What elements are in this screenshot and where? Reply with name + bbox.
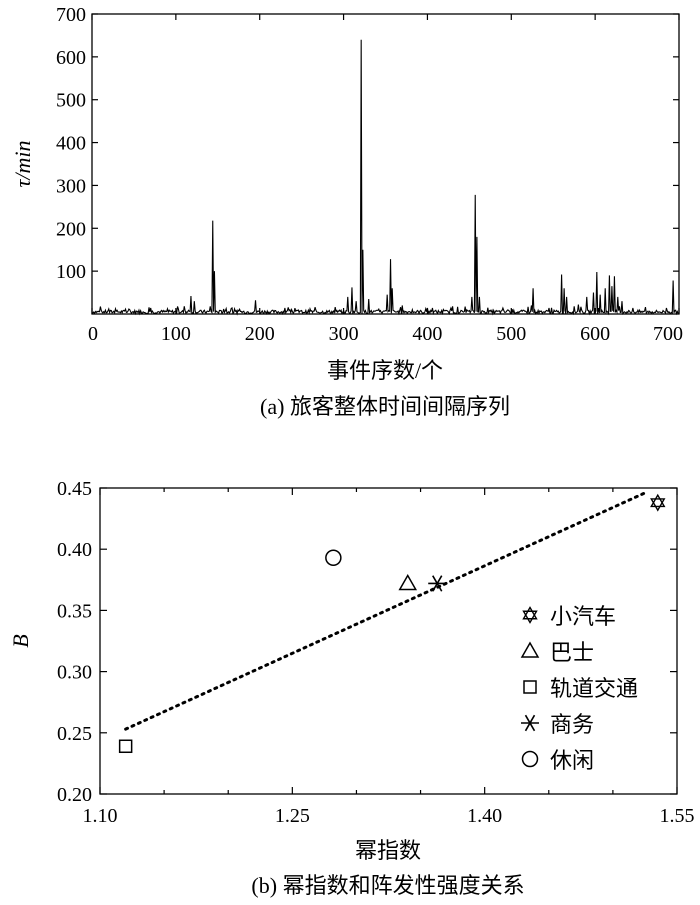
chart-b-ylabel: B bbox=[8, 634, 33, 647]
chart-a-tick-labels: 0 100 200 300 400 500 600 700 100 200 300 400 500 600… bbox=[56, 4, 683, 345]
legend-marker-star6 bbox=[522, 606, 538, 624]
chart-a-xtick-label: 500 bbox=[496, 323, 526, 345]
legend-label: 轨道交通 bbox=[550, 676, 638, 701]
chart-b-ytick-label: 0.30 bbox=[57, 662, 92, 684]
chart-a-ytick-label: 100 bbox=[56, 261, 86, 283]
chart-b-point-circle bbox=[325, 549, 342, 567]
legend-label: 商务 bbox=[550, 712, 594, 737]
chart-b-trendline bbox=[124, 491, 647, 731]
legend-marker-triangle bbox=[520, 641, 540, 658]
chart-a-xtick-label: 600 bbox=[580, 323, 610, 345]
chart-a-xtick-label: 400 bbox=[412, 323, 442, 345]
chart-b-xlabel: 幂指数 bbox=[355, 838, 421, 863]
chart-a-ytick-label: 400 bbox=[56, 133, 86, 155]
chart-a-ylabel: τ/min bbox=[10, 141, 35, 188]
legend-label: 休闲 bbox=[550, 748, 594, 773]
chart-a-ytick-label: 500 bbox=[56, 90, 86, 112]
chart-a-ytick-label: 200 bbox=[56, 218, 86, 240]
chart-b-caption: (b) 幂指数和阵发性强度关系 bbox=[251, 873, 524, 898]
chart-b-xtick-label: 1.55 bbox=[660, 805, 695, 827]
chart-b-point-star6 bbox=[650, 493, 666, 512]
chart-b-ytick-label: 0.20 bbox=[57, 784, 92, 806]
chart-b-tick-labels: 1.10 1.25 1.40 1.55 0.20 0.25 0.30 0.35 0.40 0.45 bbox=[57, 478, 695, 827]
legend-marker-square bbox=[523, 680, 537, 694]
chart-a-xtick-label: 0 bbox=[88, 323, 98, 345]
chart-a-caption: (a) 旅客整体时间间隔序列 bbox=[260, 394, 510, 419]
chart-a-xtick-label: 300 bbox=[329, 323, 359, 345]
chart-a-xtick-label: 100 bbox=[161, 323, 191, 345]
chart-b-ytick-label: 0.35 bbox=[57, 600, 92, 622]
chart-b-xtick-label: 1.10 bbox=[83, 805, 118, 827]
chart-b-points bbox=[118, 493, 666, 754]
chart-b-point-asterisk bbox=[428, 575, 447, 592]
chart-a-ticks bbox=[91, 13, 680, 314]
chart-a-series-line bbox=[91, 39, 679, 316]
chart-a-xtick-label: 700 bbox=[653, 323, 683, 345]
chart-b-frame bbox=[99, 487, 678, 795]
chart-a-ytick-label: 700 bbox=[56, 4, 86, 26]
chart-a-frame bbox=[91, 13, 680, 315]
legend-label: 小汽车 bbox=[550, 604, 616, 629]
chart-b-ytick-label: 0.25 bbox=[57, 723, 92, 745]
chart-b-point-square bbox=[118, 739, 133, 754]
chart-a-ytick-label: 600 bbox=[56, 47, 86, 69]
chart-b-ytick-label: 0.45 bbox=[57, 478, 92, 500]
chart-a-xlabel: 事件序数/个 bbox=[327, 358, 443, 383]
chart-a: 0 100 200 300 400 500 600 700 100 200 300 400 500 600… bbox=[10, 4, 683, 419]
chart-a-ytick-label: 300 bbox=[56, 175, 86, 197]
chart-b-ytick-label: 0.40 bbox=[57, 539, 92, 561]
chart-a-xtick-label: 200 bbox=[245, 323, 275, 345]
chart-b-ticks bbox=[99, 487, 678, 795]
legend-marker-circle bbox=[521, 750, 539, 768]
chart-b-point-triangle bbox=[398, 573, 418, 591]
legend-marker-asterisk bbox=[521, 714, 539, 732]
legend-label: 巴士 bbox=[550, 640, 594, 665]
chart-b-xtick-label: 1.25 bbox=[275, 805, 310, 827]
chart-b-xtick-label: 1.40 bbox=[467, 805, 502, 827]
chart-b: 1.10 1.25 1.40 1.55 0.20 0.25 0.30 0.35 0.40 0.45… bbox=[8, 478, 695, 898]
